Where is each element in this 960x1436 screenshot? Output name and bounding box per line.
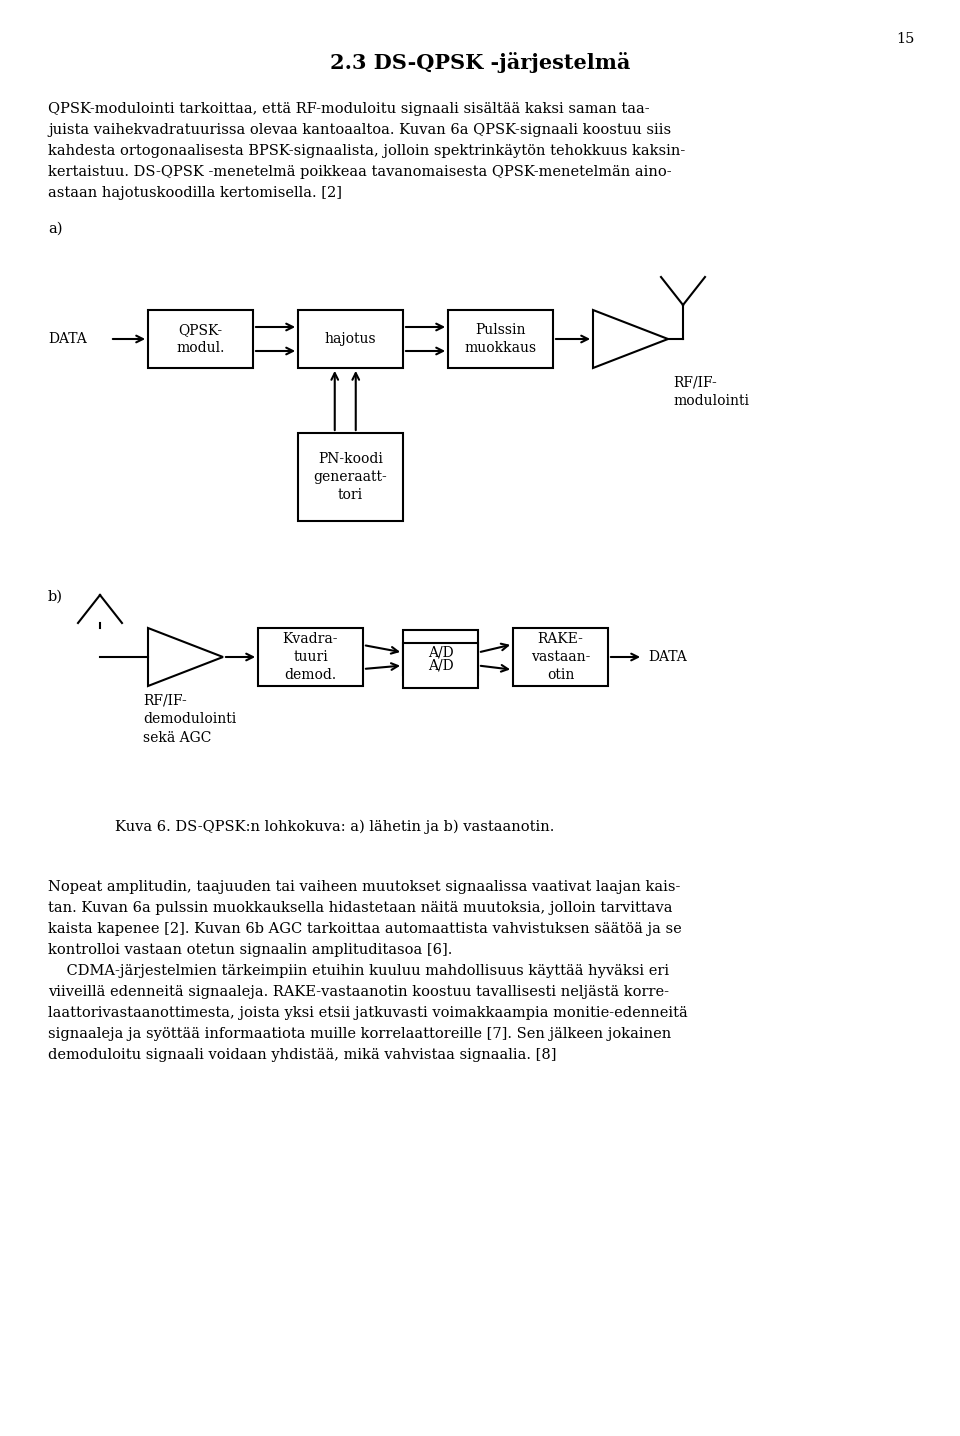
Text: 15: 15 bbox=[897, 32, 915, 46]
Text: Kuva 6. DS-QPSK:n lohkokuva: a) lähetin ja b) vastaanotin.: Kuva 6. DS-QPSK:n lohkokuva: a) lähetin … bbox=[115, 820, 554, 834]
Bar bbox=[148, 310, 253, 368]
Bar bbox=[258, 628, 363, 686]
Text: RAKE-
vastaan-
otin: RAKE- vastaan- otin bbox=[531, 632, 590, 682]
Text: Pulssin
muokkaus: Pulssin muokkaus bbox=[465, 323, 537, 355]
Text: laattorivastaanottimesta, joista yksi etsii jatkuvasti voimakkaampia monitie-ede: laattorivastaanottimesta, joista yksi et… bbox=[48, 1007, 687, 1020]
Text: 2.3 DS-QPSK -järjestelmä: 2.3 DS-QPSK -järjestelmä bbox=[330, 52, 630, 73]
Text: A/D: A/D bbox=[428, 659, 453, 672]
Text: kertaistuu. DS-QPSK -menetelmä poikkeaa tavanomaisesta QPSK-menetelmän aino-: kertaistuu. DS-QPSK -menetelmä poikkeaa … bbox=[48, 165, 672, 180]
Text: tan. Kuvan 6a pulssin muokkauksella hidastetaan näitä muutoksia, jolloin tarvitt: tan. Kuvan 6a pulssin muokkauksella hida… bbox=[48, 900, 673, 915]
Text: kahdesta ortogonaalisesta BPSK-signaalista, jolloin spektrinkäytön tehokkuus kak: kahdesta ortogonaalisesta BPSK-signaalis… bbox=[48, 144, 685, 158]
Text: RF/IF-
modulointi: RF/IF- modulointi bbox=[673, 376, 749, 408]
Text: kaista kapenee [2]. Kuvan 6b AGC tarkoittaa automaattista vahvistuksen säätöä ja: kaista kapenee [2]. Kuvan 6b AGC tarkoit… bbox=[48, 922, 682, 936]
Text: CDMA-järjestelmien tärkeimpiin etuihin kuuluu mahdollisuus käyttää hyväksi eri: CDMA-järjestelmien tärkeimpiin etuihin k… bbox=[48, 964, 669, 978]
Bar bbox=[298, 310, 403, 368]
Text: b): b) bbox=[48, 590, 63, 605]
Text: PN-koodi
generaatt-
tori: PN-koodi generaatt- tori bbox=[314, 451, 388, 503]
Text: astaan hajotuskoodilla kertomisella. [2]: astaan hajotuskoodilla kertomisella. [2] bbox=[48, 187, 342, 200]
Text: signaaleja ja syöttää informaatiota muille korrelaattoreille [7]. Sen jälkeen jo: signaaleja ja syöttää informaatiota muil… bbox=[48, 1027, 671, 1041]
Text: a): a) bbox=[48, 223, 62, 236]
Text: QPSK-modulointi tarkoittaa, että RF-moduloitu signaali sisältää kaksi saman taa-: QPSK-modulointi tarkoittaa, että RF-modu… bbox=[48, 102, 650, 116]
Bar bbox=[513, 628, 608, 686]
Text: A/D: A/D bbox=[428, 646, 453, 659]
Text: Nopeat amplitudin, taajuuden tai vaiheen muutokset signaalissa vaativat laajan k: Nopeat amplitudin, taajuuden tai vaiheen… bbox=[48, 880, 681, 895]
Bar bbox=[448, 310, 553, 368]
Text: QPSK-
modul.: QPSK- modul. bbox=[177, 323, 225, 355]
Text: Kvadra-
tuuri
demod.: Kvadra- tuuri demod. bbox=[283, 632, 338, 682]
Text: DATA: DATA bbox=[648, 651, 686, 663]
Text: viiveillä edenneitä signaaleja. RAKE-vastaanotin koostuu tavallisesti neljästä k: viiveillä edenneitä signaaleja. RAKE-vas… bbox=[48, 985, 669, 999]
Text: demoduloitu signaali voidaan yhdistää, mikä vahvistaa signaalia. [8]: demoduloitu signaali voidaan yhdistää, m… bbox=[48, 1048, 557, 1063]
Text: kontrolloi vastaan otetun signaalin amplituditasoa [6].: kontrolloi vastaan otetun signaalin ampl… bbox=[48, 943, 452, 956]
Bar bbox=[298, 434, 403, 521]
Bar bbox=[403, 643, 478, 688]
Bar bbox=[403, 630, 478, 675]
Text: RF/IF-
demodulointi
sekä AGC: RF/IF- demodulointi sekä AGC bbox=[143, 694, 236, 745]
Text: hajotus: hajotus bbox=[324, 332, 376, 346]
Text: juista vaihekvadratuurissa olevaa kantoaaltoa. Kuvan 6a QPSK-signaali koostuu si: juista vaihekvadratuurissa olevaa kantoa… bbox=[48, 123, 671, 136]
Text: DATA: DATA bbox=[48, 332, 86, 346]
